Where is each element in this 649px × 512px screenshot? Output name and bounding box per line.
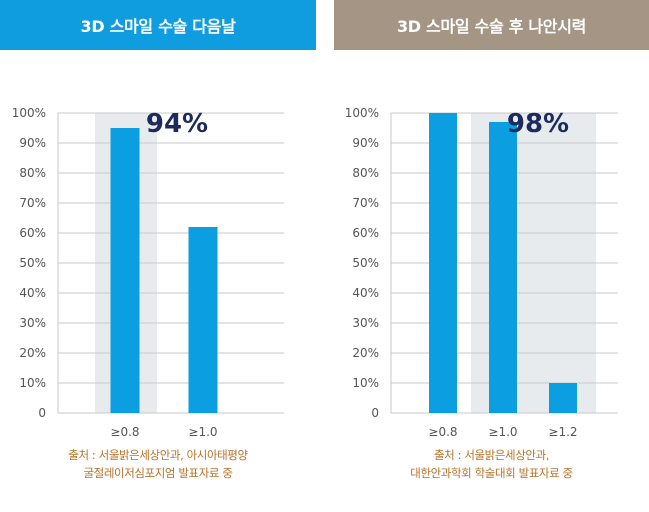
- y-tick-label: 40%: [352, 286, 379, 300]
- source-line: 출처 : 서울밝은세상안과, 아시아태평양: [68, 448, 248, 462]
- x-tick-label: ≥0.8: [110, 425, 139, 439]
- y-tick-label: 10%: [19, 376, 46, 390]
- y-tick-label: 90%: [352, 136, 379, 150]
- y-tick-label: 100%: [12, 106, 46, 120]
- y-tick-label: 30%: [19, 316, 46, 330]
- bar: [549, 383, 577, 413]
- source-line: 대한안과학회 학술대회 발표자료 중: [410, 466, 573, 480]
- x-tick-label: ≥0.8: [428, 425, 457, 439]
- y-tick-label: 0: [371, 406, 379, 420]
- chart-panel-next-day: 3D 스마일 수술 다음날 0 10% 20% 30% 40% 50% 60% 70% 80% 9…: [0, 0, 316, 512]
- y-tick-label: 80%: [352, 166, 379, 180]
- chart-panel-uncorrected-vision: 3D 스마일 수술 후 나안시력 0 10% 20% 30% 40% 50% 60% 70% 8…: [334, 0, 649, 512]
- y-tick-label: 40%: [19, 286, 46, 300]
- y-tick-label: 0: [38, 406, 46, 420]
- bar: [110, 128, 140, 413]
- x-tick-label: ≥1.0: [488, 425, 517, 439]
- y-tick-label: 60%: [19, 226, 46, 240]
- y-tick-label: 50%: [352, 256, 379, 270]
- y-tick-label: 100%: [345, 106, 379, 120]
- y-tick-label: 10%: [352, 376, 379, 390]
- source-line: 출처 : 서울밝은세상안과,: [433, 448, 550, 462]
- x-tick-label: ≥1.2: [548, 425, 577, 439]
- y-tick-label: 80%: [19, 166, 46, 180]
- source-note: 출처 : 서울밝은세상안과, 대한안과학회 학술대회 발표자료 중: [334, 446, 649, 482]
- bar: [489, 122, 517, 413]
- bar: [188, 227, 218, 413]
- y-tick-label: 20%: [19, 346, 46, 360]
- percent-annotation: 98%: [507, 109, 569, 139]
- panel-header: 3D 스마일 수술 다음날: [0, 0, 316, 50]
- y-tick-label: 20%: [352, 346, 379, 360]
- bar-chart-uncorrected-vision: 0 10% 20% 30% 40% 50% 60% 70% 80% 90% 100% ≥0.8 ≥1.0…: [345, 106, 618, 439]
- y-tick-label: 60%: [352, 226, 379, 240]
- bar: [429, 113, 457, 413]
- bar-chart-next-day: 0 10% 20% 30% 40% 50% 60% 70% 80% 90% 100% ≥0.8 ≥1.0…: [12, 106, 284, 439]
- panel-header: 3D 스마일 수술 후 나안시력: [334, 0, 649, 50]
- y-tick-label: 70%: [352, 196, 379, 210]
- source-line: 굴절레이저심포지엄 발표자료 중: [83, 466, 233, 480]
- x-tick-label: ≥1.0: [188, 425, 217, 439]
- y-tick-label: 50%: [19, 256, 46, 270]
- source-note: 출처 : 서울밝은세상안과, 아시아태평양 굴절레이저심포지엄 발표자료 중: [0, 446, 316, 482]
- percent-annotation: 94%: [146, 109, 208, 139]
- y-tick-label: 70%: [19, 196, 46, 210]
- y-tick-label: 90%: [19, 136, 46, 150]
- y-tick-label: 30%: [352, 316, 379, 330]
